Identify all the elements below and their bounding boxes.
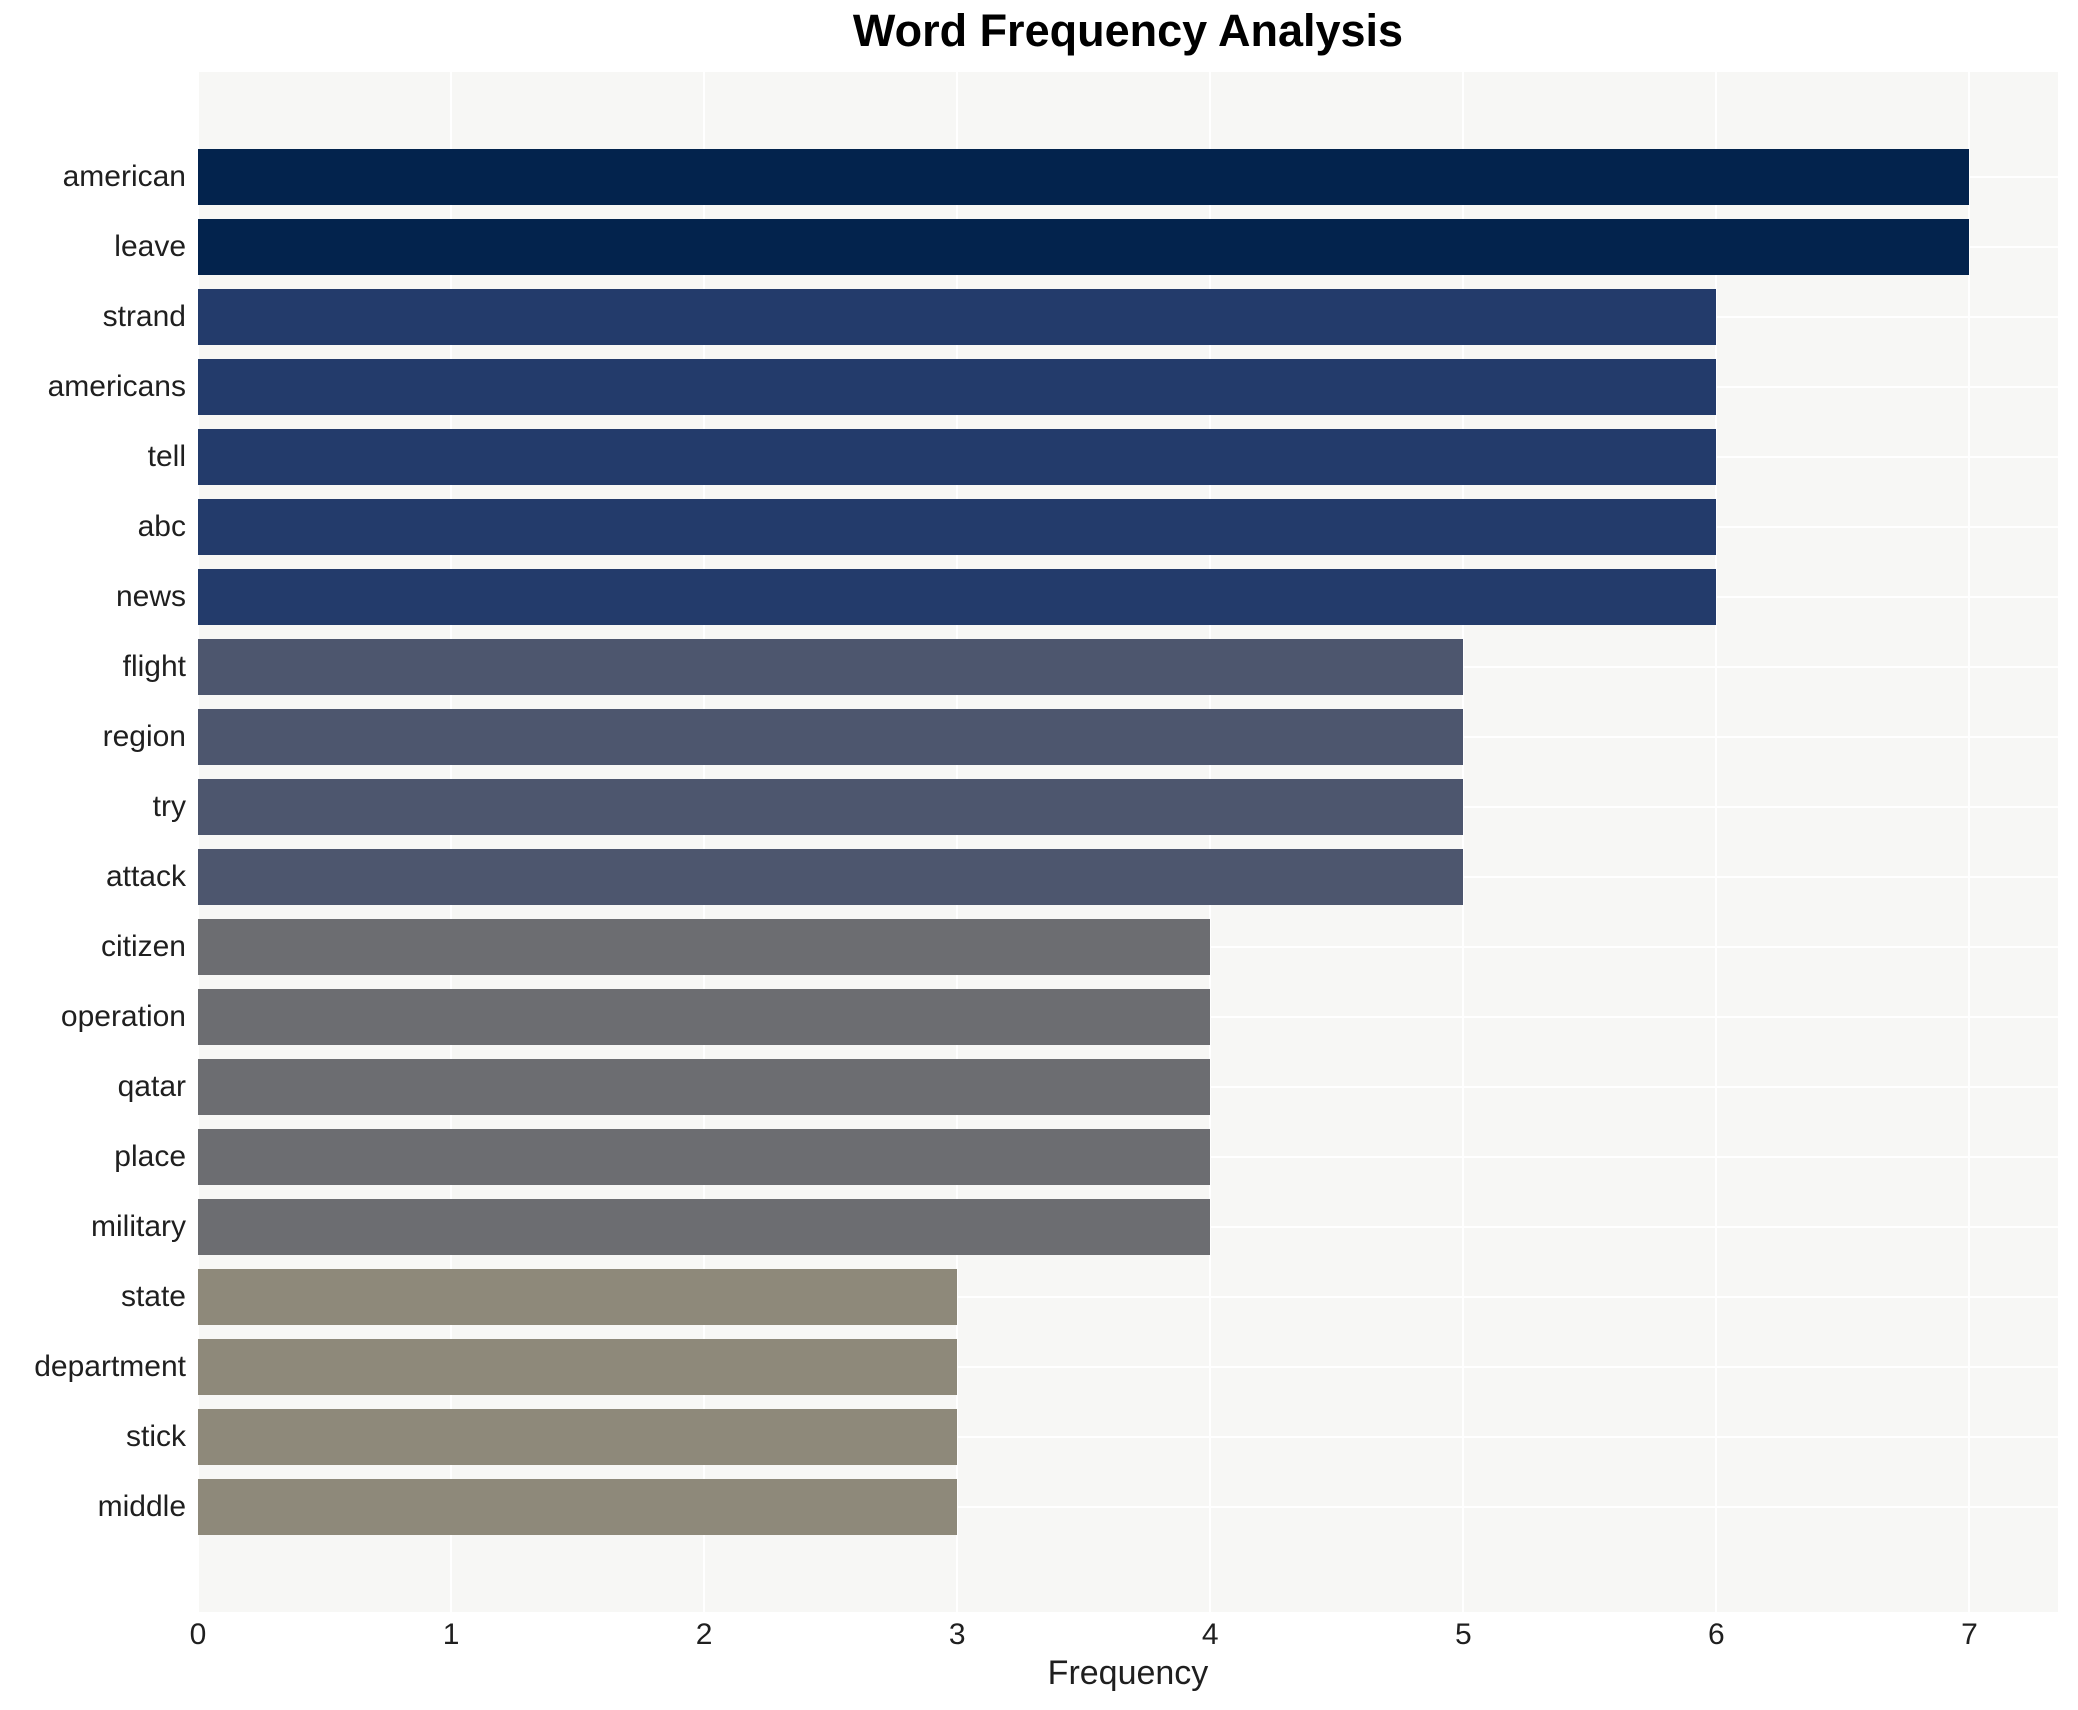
y-tick-label: stick	[126, 1420, 186, 1453]
horizontal-gridline	[198, 1366, 2058, 1368]
bar-state	[198, 1269, 958, 1325]
bar-row	[198, 982, 2058, 1052]
bar-row	[198, 142, 2058, 212]
bar-row	[198, 422, 2058, 492]
bar-place	[198, 1129, 1211, 1185]
bar-department	[198, 1339, 958, 1395]
x-tick-label: 4	[1201, 1618, 1219, 1651]
bar-row	[198, 492, 2058, 562]
bar-row	[198, 1192, 2058, 1262]
y-tick-label: american	[62, 160, 186, 193]
bar-operation	[198, 989, 1211, 1045]
bar-american	[198, 149, 1970, 205]
y-tick-label: attack	[105, 860, 186, 893]
bar-qatar	[198, 1059, 1211, 1115]
vertical-gridline	[1209, 72, 1212, 1612]
y-tick-label: abc	[137, 510, 186, 543]
y-tick-label: operation	[60, 1000, 186, 1033]
bar-row	[198, 1402, 2058, 1472]
bar-row	[198, 1262, 2058, 1332]
x-tick-label: 6	[1708, 1618, 1725, 1651]
y-tick-label: region	[102, 720, 186, 753]
bar-row	[198, 772, 2058, 842]
bar-row	[198, 562, 2058, 632]
bar-row	[198, 912, 2058, 982]
y-tick-label: military	[91, 1210, 186, 1243]
y-tick-label: tell	[147, 440, 186, 473]
bar-strand	[198, 289, 1717, 345]
vertical-gridline	[703, 72, 706, 1612]
x-axis-title: Frequency	[1047, 1654, 1209, 1692]
horizontal-gridline	[198, 1296, 2058, 1298]
bar-americans	[198, 359, 1717, 415]
vertical-gridline	[1462, 72, 1465, 1612]
y-tick-label: strand	[102, 300, 186, 333]
y-tick-label: place	[114, 1140, 186, 1173]
y-tick-label: citizen	[100, 930, 186, 963]
bar-citizen	[198, 919, 1211, 975]
y-tick-label: news	[115, 580, 186, 613]
bar-attack	[198, 849, 1464, 905]
bar-row	[198, 842, 2058, 912]
bar-row	[198, 632, 2058, 702]
bar-row	[198, 352, 2058, 422]
y-tick-label: department	[34, 1350, 186, 1383]
chart-title: Word Frequency Analysis	[852, 5, 1404, 56]
bar-middle	[198, 1479, 958, 1535]
bar-row	[198, 1122, 2058, 1192]
vertical-gridline	[450, 72, 453, 1612]
bar-news	[198, 569, 1717, 625]
bar-tell	[198, 429, 1717, 485]
plot-area	[197, 72, 2058, 1612]
y-tick-label: try	[152, 790, 186, 823]
bar-military	[198, 1199, 1211, 1255]
horizontal-gridline	[198, 1436, 2058, 1438]
bar-leave	[198, 219, 1970, 275]
y-tick-label: middle	[97, 1490, 186, 1523]
bar-try	[198, 779, 1464, 835]
bar-row	[198, 212, 2058, 282]
vertical-gridline	[1715, 72, 1718, 1612]
horizontal-gridline	[198, 1506, 2058, 1508]
vertical-gridline	[197, 72, 199, 1612]
bar-row	[198, 282, 2058, 352]
bar-row	[198, 1052, 2058, 1122]
vertical-gridline	[956, 72, 959, 1612]
y-tick-label: leave	[114, 230, 186, 263]
y-tick-label: flight	[122, 650, 186, 683]
y-axis-labels: american leave strand americans tell abc news f…	[0, 72, 186, 1612]
y-tick-label: americans	[47, 370, 186, 403]
x-tick-label: 7	[1961, 1618, 1978, 1651]
bar-stick	[198, 1409, 958, 1465]
x-tick-label: 0	[189, 1618, 207, 1651]
bar-rows	[198, 72, 2058, 1612]
bar-row	[198, 702, 2058, 772]
bar-row	[198, 1332, 2058, 1402]
x-axis-ticks: 0 1 2 3 4 5 6 7	[190, 1618, 2058, 1654]
x-tick-label: 2	[695, 1618, 713, 1651]
y-tick-label: qatar	[117, 1070, 186, 1103]
vertical-gridline	[1968, 72, 1971, 1612]
y-tick-label: state	[120, 1280, 186, 1313]
bar-abc	[198, 499, 1717, 555]
bar-flight	[198, 639, 1464, 695]
x-tick-label: 1	[442, 1618, 460, 1651]
bar-row	[198, 1472, 2058, 1542]
bar-region	[198, 709, 1464, 765]
x-tick-label: 5	[1454, 1618, 1472, 1651]
x-tick-label: 3	[948, 1618, 966, 1651]
